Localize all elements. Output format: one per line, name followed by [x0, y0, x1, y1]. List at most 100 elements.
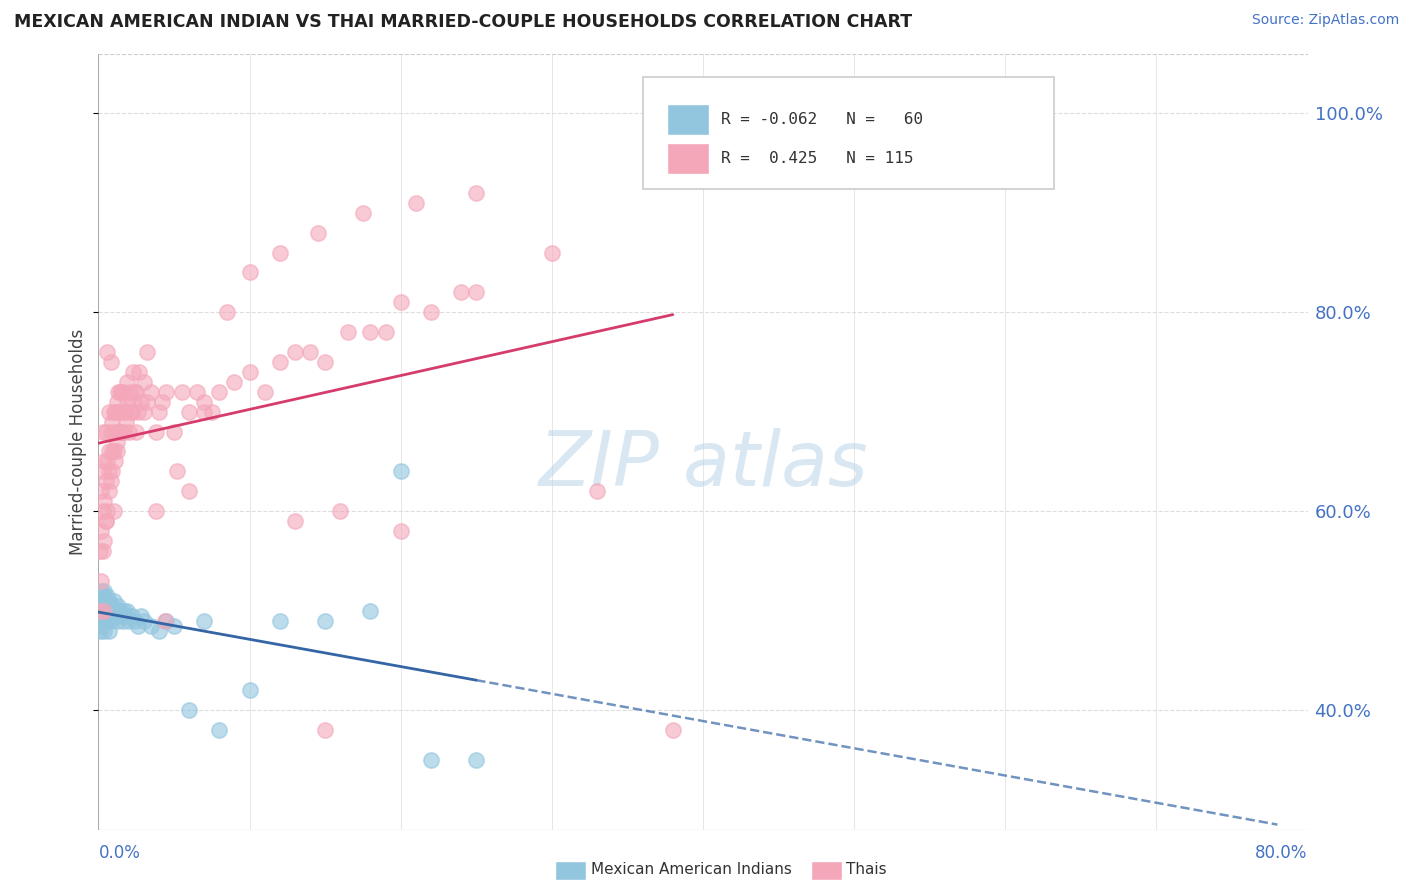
Point [105, 614, 128, 628]
Point [100, 604, 122, 618]
Point [91, 504, 114, 518]
Point [121, 608, 143, 623]
Text: MEXICAN AMERICAN INDIAN VS THAI MARRIED-COUPLE HOUSEHOLDS CORRELATION CHART: MEXICAN AMERICAN INDIAN VS THAI MARRIED-… [14, 13, 912, 31]
Point [193, 405, 215, 419]
Point [114, 405, 136, 419]
Point [98, 484, 121, 499]
Point [101, 599, 124, 613]
Point [108, 425, 131, 439]
Point [90, 574, 112, 588]
Point [94, 514, 117, 528]
Point [89, 604, 111, 618]
Point [90, 608, 112, 623]
Point [135, 394, 157, 409]
Point [98, 405, 121, 419]
Point [93, 599, 115, 613]
Point [122, 365, 145, 379]
Text: ZIP atlas: ZIP atlas [538, 428, 868, 502]
Point [89, 544, 111, 558]
FancyBboxPatch shape [666, 104, 709, 135]
Point [122, 394, 145, 409]
Point [224, 375, 246, 389]
Point [389, 524, 412, 538]
Point [127, 618, 149, 632]
Point [155, 384, 177, 399]
Point [90, 484, 112, 499]
Point [125, 384, 148, 399]
Point [307, 226, 329, 240]
Point [93, 604, 115, 618]
Point [89, 624, 111, 638]
Point [115, 375, 138, 389]
Point [91, 464, 114, 478]
Point [105, 434, 128, 449]
Point [114, 415, 136, 429]
Point [420, 753, 443, 767]
FancyBboxPatch shape [666, 143, 709, 174]
Point [94, 593, 117, 607]
Text: 0.0%: 0.0% [98, 845, 141, 863]
Point [314, 614, 336, 628]
Point [103, 593, 125, 607]
Point [91, 544, 114, 558]
Point [170, 384, 193, 399]
Point [98, 624, 121, 638]
Point [103, 604, 125, 618]
Point [94, 514, 117, 528]
Point [94, 604, 117, 618]
FancyBboxPatch shape [643, 77, 1053, 189]
Point [93, 494, 115, 508]
Point [284, 345, 307, 359]
Point [98, 444, 121, 458]
Point [89, 604, 111, 618]
Point [94, 425, 117, 439]
Point [91, 614, 114, 628]
Point [145, 425, 167, 439]
Point [118, 425, 141, 439]
Point [104, 454, 127, 468]
Point [101, 415, 124, 429]
Point [120, 384, 142, 399]
Point [148, 624, 170, 638]
Point [145, 504, 167, 518]
Point [111, 614, 134, 628]
Point [101, 464, 124, 478]
Point [96, 614, 118, 628]
Point [110, 425, 132, 439]
Point [98, 608, 121, 623]
Point [100, 355, 122, 369]
Point [96, 589, 118, 603]
Point [93, 454, 115, 468]
Point [239, 365, 262, 379]
Point [98, 464, 121, 478]
Point [465, 753, 488, 767]
Point [121, 405, 143, 419]
Point [129, 394, 152, 409]
Point [163, 425, 186, 439]
Point [104, 608, 127, 623]
Point [103, 444, 125, 458]
Point [111, 384, 134, 399]
Text: R =  0.425   N = 115: R = 0.425 N = 115 [721, 151, 914, 166]
Point [89, 614, 111, 628]
Point [124, 614, 146, 628]
Text: Thais: Thais [846, 863, 887, 877]
Point [420, 305, 443, 319]
Point [465, 285, 488, 300]
Point [121, 405, 143, 419]
Point [104, 425, 127, 439]
Point [336, 325, 359, 339]
Point [179, 484, 201, 499]
Point [110, 425, 132, 439]
Point [389, 464, 412, 478]
Point [284, 514, 307, 528]
Point [201, 405, 224, 419]
Point [193, 394, 215, 409]
Point [141, 384, 163, 399]
Text: Mexican American Indians: Mexican American Indians [591, 863, 792, 877]
Text: 80.0%: 80.0% [1256, 845, 1308, 863]
Y-axis label: Married-couple Households: Married-couple Households [69, 328, 87, 555]
Point [124, 384, 146, 399]
Point [107, 405, 129, 419]
Point [269, 355, 291, 369]
